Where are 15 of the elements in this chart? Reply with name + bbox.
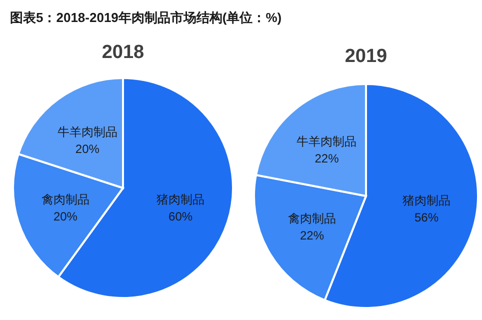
slice-label: 牛羊肉制品	[296, 134, 357, 149]
data-label: 20%	[75, 142, 100, 156]
slice-label: 猪肉制品	[156, 192, 205, 207]
slice-label: 牛羊肉制品	[57, 125, 118, 140]
data-label: 22%	[314, 152, 340, 166]
text: 图表5：2018-2019年肉制品市场结构(单位：%)	[10, 10, 282, 25]
slice-label: 猪肉制品	[402, 194, 451, 208]
slice-label: 禽肉制品	[288, 212, 336, 226]
data-label: 20%	[53, 210, 78, 224]
slice-label: 禽肉制品	[41, 192, 90, 207]
data-label: 56%	[414, 210, 439, 225]
chart-title: 2018	[102, 42, 144, 63]
chart-title: 2019	[344, 46, 388, 67]
data-label: 22%	[300, 228, 324, 243]
data-label: 60%	[168, 210, 193, 224]
